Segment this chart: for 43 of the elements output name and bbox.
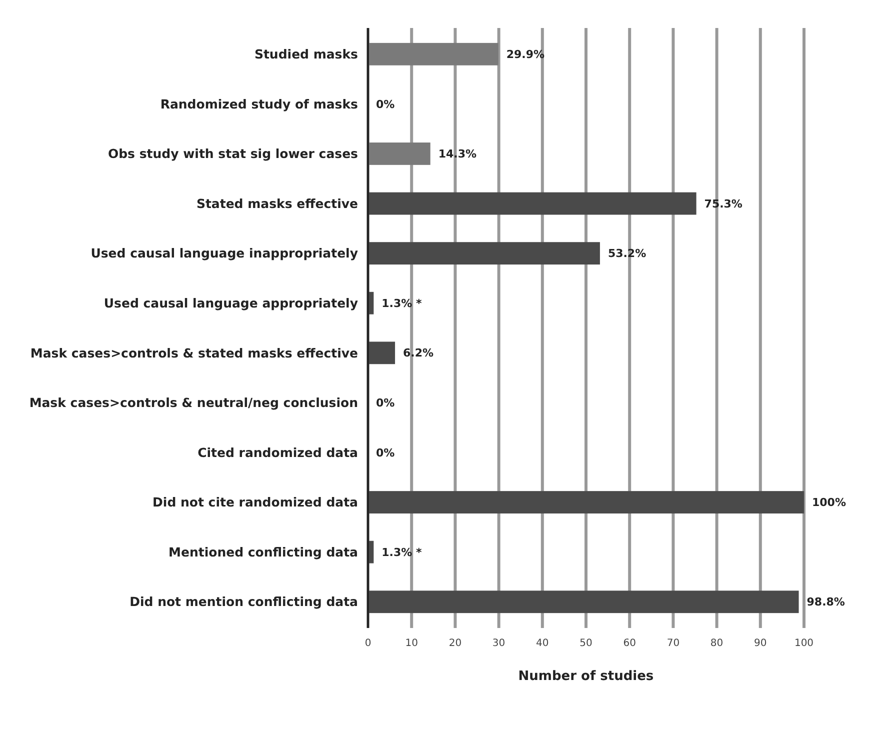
x-tick-label: 70	[666, 638, 680, 649]
y-tick-label: Cited randomized data	[198, 444, 358, 460]
x-tick-label: 20	[448, 638, 462, 649]
data-label: 14.3%	[438, 148, 477, 161]
data-label: 0%	[376, 396, 395, 410]
bar	[368, 192, 696, 215]
x-tick-label: 50	[580, 638, 592, 649]
x-tick-label: 40	[536, 638, 549, 649]
x-tick-label: 90	[754, 638, 767, 649]
bar	[368, 491, 804, 514]
y-tick-label: Mentioned conflicting data	[168, 544, 358, 560]
data-label: 29.9%	[506, 48, 545, 61]
data-label: 98.8%	[806, 596, 845, 609]
x-tick-label: 60	[623, 638, 636, 649]
x-tick-label: 30	[492, 638, 506, 649]
bar	[368, 42, 498, 66]
y-tick-label: Studied masks	[254, 46, 358, 62]
bar	[368, 590, 799, 614]
y-tick-label: Did not cite randomized data	[152, 494, 358, 510]
data-label: 0%	[376, 98, 395, 111]
data-label: 0%	[376, 446, 395, 460]
data-label: 1.3% *	[382, 546, 422, 559]
y-tick-label: Used causal language inappropriately	[90, 246, 358, 261]
y-tick-label: Did not mention conflicting data	[130, 594, 358, 610]
data-label: 6.2%	[403, 346, 434, 360]
bar	[368, 142, 430, 165]
x-axis-title: Number of studies	[518, 669, 654, 684]
y-tick-label: Mask cases>controls & neutral/neg conclusion	[29, 395, 358, 410]
bar	[368, 342, 396, 364]
y-tick-label: Stated masks effective	[196, 196, 358, 211]
data-label: 75.3%	[704, 197, 742, 210]
y-tick-label: Randomized study of masks	[160, 96, 358, 112]
y-tick-label: Mask cases>controls & stated masks effective	[30, 345, 358, 360]
x-tick-label: 100	[794, 638, 814, 649]
x-tick-label: 80	[710, 638, 724, 649]
y-tick-label: Used causal language appropriately	[104, 295, 358, 310]
x-tick-label: 10	[405, 638, 418, 649]
bar	[368, 242, 600, 265]
data-label: 1.3% *	[382, 296, 422, 310]
data-label: 53.2%	[608, 247, 646, 260]
x-tick-label: 0	[364, 638, 372, 649]
y-tick-label: Obs study with stat sig lower cases	[108, 146, 358, 162]
data-label: 100%	[812, 496, 846, 510]
